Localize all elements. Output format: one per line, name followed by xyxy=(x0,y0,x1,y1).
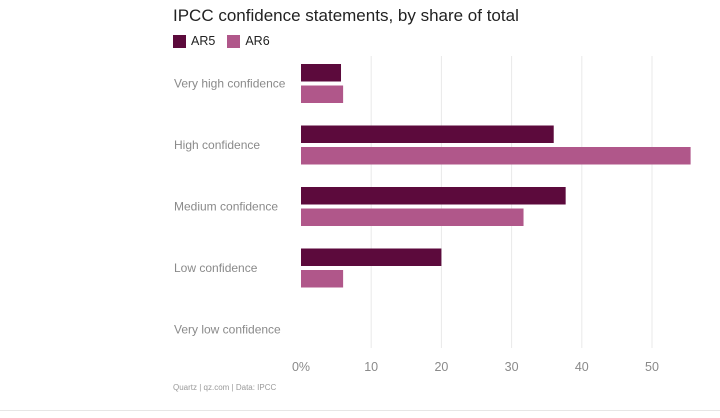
category-label-3: Low confidence xyxy=(174,261,258,275)
bar-ar5-1 xyxy=(301,125,554,143)
legend-swatch-ar5 xyxy=(173,34,186,48)
bar-ar6-3 xyxy=(301,270,344,288)
x-tick-label-30: 30 xyxy=(505,360,519,374)
legend-item-ar6: AR6 xyxy=(227,34,270,48)
category-label-0: Very high confidence xyxy=(174,77,286,91)
legend-label-ar6: AR6 xyxy=(245,34,270,48)
bar-ar5-3 xyxy=(301,248,442,266)
legend-swatch-ar6 xyxy=(227,34,241,48)
bar-ar6-0 xyxy=(301,85,344,103)
bar-ar6-2 xyxy=(301,208,524,226)
legend-item-ar5: AR5 xyxy=(173,34,215,48)
chart-title: IPCC confidence statements, by share of … xyxy=(173,6,519,25)
bar-ar6-1 xyxy=(301,147,691,165)
x-tick-label-10: 10 xyxy=(364,360,378,374)
source-credit: Quartz | qz.com | Data: IPCC xyxy=(173,383,277,392)
x-tick-label-20: 20 xyxy=(434,360,448,374)
x-tick-label-0: 0% xyxy=(292,360,310,374)
x-tick-label-50: 50 xyxy=(645,360,659,374)
category-label-1: High confidence xyxy=(174,138,260,152)
bottom-divider xyxy=(0,410,720,411)
category-label-2: Medium confidence xyxy=(174,200,278,214)
x-tick-label-40: 40 xyxy=(575,360,589,374)
bar-ar5-0 xyxy=(301,64,342,82)
legend-label-ar5: AR5 xyxy=(191,34,216,48)
bar-ar5-2 xyxy=(301,187,566,205)
category-label-4: Very low confidence xyxy=(174,323,281,337)
chart-legend: AR5 AR6 xyxy=(173,34,282,48)
